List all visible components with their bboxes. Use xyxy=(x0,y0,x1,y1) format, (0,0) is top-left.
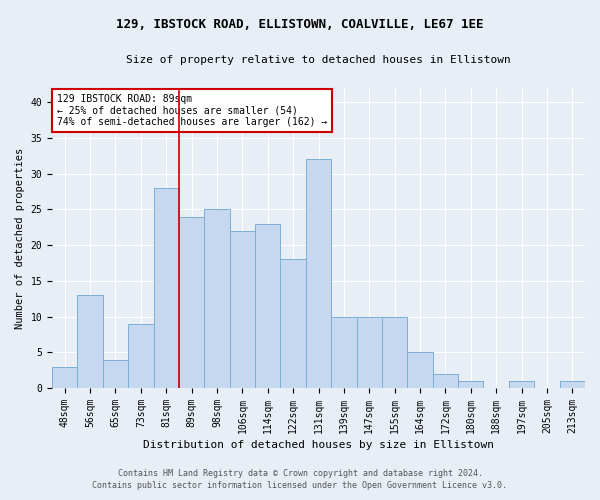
Bar xyxy=(179,216,205,388)
Text: Contains HM Land Registry data © Crown copyright and database right 2024.
Contai: Contains HM Land Registry data © Crown c… xyxy=(92,468,508,490)
Bar xyxy=(382,316,407,388)
X-axis label: Distribution of detached houses by size in Ellistown: Distribution of detached houses by size … xyxy=(143,440,494,450)
Bar xyxy=(103,360,128,388)
Bar xyxy=(52,366,77,388)
Y-axis label: Number of detached properties: Number of detached properties xyxy=(15,148,25,328)
Bar xyxy=(280,260,306,388)
Bar xyxy=(154,188,179,388)
Bar xyxy=(458,381,484,388)
Bar xyxy=(306,160,331,388)
Text: 129 IBSTOCK ROAD: 89sqm
← 25% of detached houses are smaller (54)
74% of semi-de: 129 IBSTOCK ROAD: 89sqm ← 25% of detache… xyxy=(58,94,328,127)
Bar xyxy=(331,316,356,388)
Bar xyxy=(255,224,280,388)
Bar xyxy=(509,381,534,388)
Bar xyxy=(560,381,585,388)
Title: Size of property relative to detached houses in Ellistown: Size of property relative to detached ho… xyxy=(126,55,511,65)
Text: 129, IBSTOCK ROAD, ELLISTOWN, COALVILLE, LE67 1EE: 129, IBSTOCK ROAD, ELLISTOWN, COALVILLE,… xyxy=(116,18,484,30)
Bar xyxy=(433,374,458,388)
Bar xyxy=(77,295,103,388)
Bar xyxy=(230,231,255,388)
Bar xyxy=(356,316,382,388)
Bar xyxy=(407,352,433,388)
Bar xyxy=(205,210,230,388)
Bar xyxy=(128,324,154,388)
